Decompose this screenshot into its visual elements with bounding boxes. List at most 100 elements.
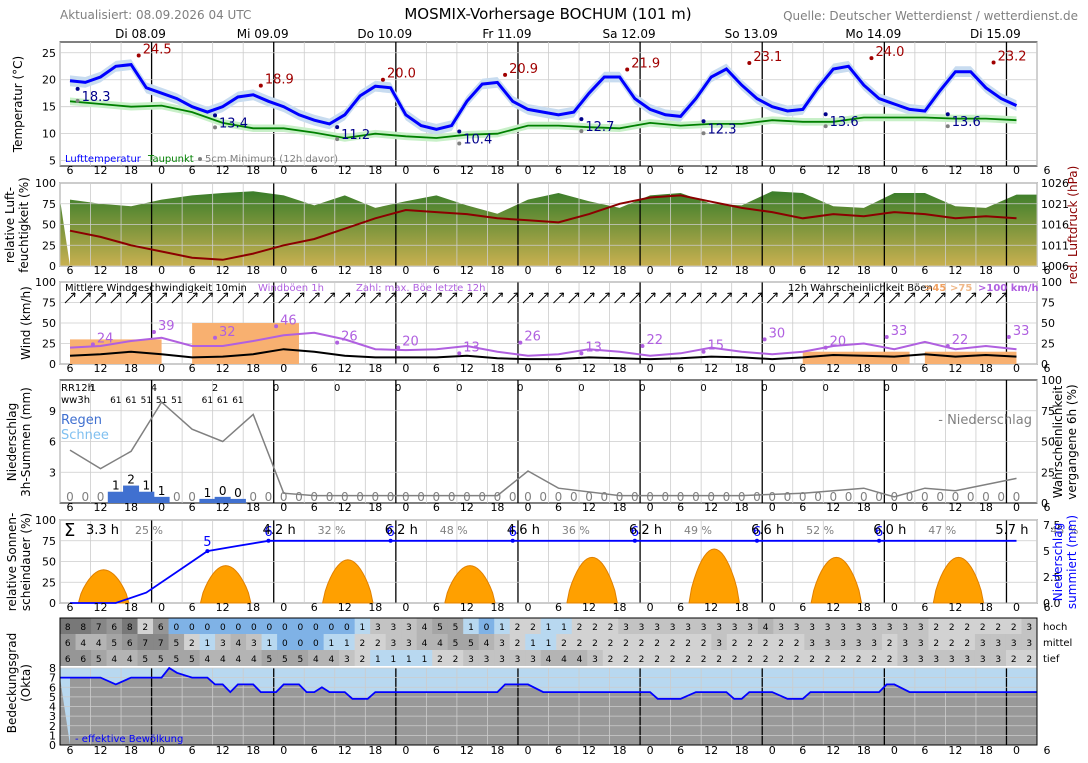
cloud-cell: [633, 650, 650, 666]
cumulative-marker: [388, 538, 393, 543]
page-title: MOSMIX-Vorhersage BOCHUM (101 m): [404, 5, 691, 23]
cloud-cell: [928, 634, 945, 650]
rain-bar-label: 2: [127, 473, 135, 487]
legend-snow: Schnee: [61, 428, 109, 443]
sunshine-axis-title: relative Sonnen-: [5, 513, 19, 612]
legend-rain: Regen: [61, 413, 102, 428]
rain-bar-label: 0: [249, 490, 257, 504]
hour-tick-label: 18: [735, 264, 749, 277]
wind-direction-arrowhead: [620, 292, 626, 298]
day-label: Mi 09.09: [237, 27, 289, 41]
cloud-cell-value: 4: [251, 655, 257, 665]
cloud-cell: [571, 618, 588, 634]
wind-direction-arrowhead: [406, 292, 412, 298]
sunshine-area: [810, 556, 862, 604]
rain-bar-label: 0: [97, 490, 105, 504]
cloud-axis-title: Bedeckungsgrad: [5, 633, 19, 733]
hour-tick-label: 18: [490, 601, 504, 614]
cloud-cell-value: 2: [577, 623, 583, 633]
cloud-cell-value: 4: [204, 655, 210, 665]
hour-tick-label: 18: [613, 362, 627, 375]
rain-bar: [229, 498, 246, 503]
daily-sunshine-hours: 3.3 h: [86, 523, 119, 538]
hour-tick-label: 0: [524, 264, 531, 277]
wind-direction-arrow: [827, 292, 839, 304]
hour-tick-label: 0: [647, 601, 654, 614]
humidity-tick-label: 0: [49, 260, 56, 273]
rr12h-value: 0: [334, 383, 340, 394]
wind-direction-arrow: [629, 292, 641, 304]
cloud-cell: [695, 650, 712, 666]
cloud-cell-value: 3: [949, 655, 955, 665]
cloud-cell: [478, 650, 495, 666]
cloud-cell: [881, 650, 898, 666]
cloud-cell-value: 6: [80, 655, 86, 665]
cloud-cell: [711, 634, 728, 650]
hour-tick-label: 12: [948, 164, 962, 177]
wind-direction-arrow: [140, 292, 152, 304]
daily-sunshine-hours: 6.2 h: [385, 523, 418, 538]
wind-direction-arrow: [675, 292, 686, 304]
cloud-cell-value: 4: [220, 655, 226, 665]
rr12h-value: 0: [456, 383, 462, 394]
cloud-cell-value: 3: [515, 655, 521, 665]
cloud-cell: [897, 634, 914, 650]
cloud-cell-value: 4: [437, 639, 443, 649]
cumulative-marker: [266, 538, 271, 543]
wind-right-tick-label: 25: [1041, 338, 1055, 351]
hour-tick-label: 0: [158, 362, 165, 375]
wind-direction-arrowhead: [422, 292, 427, 298]
cloud-cell: [370, 618, 387, 634]
wind-direction-arrowhead: [559, 292, 564, 298]
cloud-cell-value: 4: [313, 655, 319, 665]
cloud-cell: [959, 650, 976, 666]
cloud-cell: [75, 618, 92, 634]
rr12h-value: 0: [884, 383, 890, 394]
pressure-tick-label: 1026: [1041, 177, 1069, 190]
hour-tick-label: 0: [769, 744, 776, 757]
legend-dewpoint: Taupunkt: [147, 154, 194, 165]
cloud-cell: [277, 618, 294, 634]
cloud-cell-value: 3: [251, 639, 257, 649]
wind-direction-arrow: [278, 292, 290, 304]
wind-right-tick-label: 0: [1041, 358, 1048, 371]
min-temp-label: 13.6: [830, 115, 859, 130]
cloud-cell: [587, 650, 604, 666]
hour-tick-label: 0: [647, 264, 654, 277]
cloud-cell: [401, 634, 418, 650]
cloud-cell-value: 4: [329, 655, 335, 665]
cloud-cell: [866, 618, 883, 634]
cloud-cell-value: 2: [623, 639, 629, 649]
cloud-cell-value: 3: [654, 623, 660, 633]
cloud-cell-value: 4: [577, 655, 583, 665]
wind-direction-arrowhead: [254, 292, 259, 298]
wind-direction-arrowhead: [544, 292, 549, 298]
cloud-cell-value: 1: [391, 655, 397, 665]
cloud-cell-value: 3: [406, 639, 412, 649]
wind-direction-arrow: [492, 292, 503, 304]
gust-max-marker: [884, 334, 889, 339]
cloud-cell: [199, 618, 216, 634]
cloud-cell: [881, 618, 898, 634]
cloud-cell-value: 0: [282, 623, 288, 633]
cloud-cell-value: 7: [158, 639, 164, 649]
hour-tick-label: 18: [124, 744, 138, 757]
hour-tick-label: 12: [338, 164, 352, 177]
wind-tick-label: 75: [42, 297, 56, 310]
rain-bar-label: 0: [753, 490, 761, 504]
hour-tick-label: 18: [979, 264, 993, 277]
hour-tick-label: 12: [948, 601, 962, 614]
wind-direction-arrow: [324, 292, 335, 304]
rain-bar-label: 0: [799, 490, 807, 504]
sunshine-area: [688, 548, 740, 604]
rain-bar-label: 0: [341, 490, 349, 504]
sum-symbol: Σ: [64, 520, 75, 541]
hour-tick-label: 12: [338, 264, 352, 277]
cloud-cell-value: 0: [251, 623, 257, 633]
cloud-cell-value: 1: [422, 655, 428, 665]
cloud-cell: [354, 650, 371, 666]
rain-bar-label: 1: [204, 486, 212, 500]
cloud-cell: [680, 634, 697, 650]
wind-direction-arrow: [919, 292, 931, 304]
cloud-cell: [788, 634, 805, 650]
